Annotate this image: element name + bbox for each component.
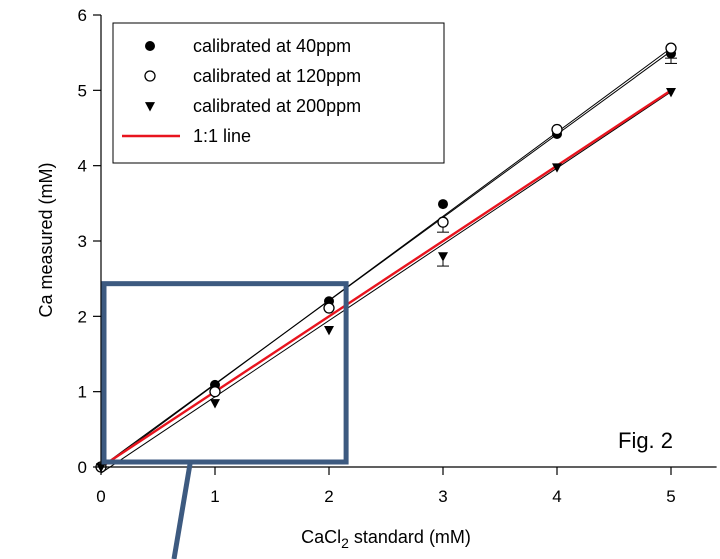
point-s1-1 [209, 386, 221, 398]
y-tick-label-2: 2 [78, 307, 87, 326]
axes: 0 1 2 3 4 5 6 0 1 2 3 4 5 [78, 6, 717, 506]
y-axis-title: Ca measured (mM) [36, 162, 56, 317]
legend-label-0: calibrated at 40ppm [193, 36, 351, 56]
data-markers [95, 42, 677, 473]
point-s2-2 [324, 326, 334, 336]
y-tick-label-1: 1 [78, 383, 87, 402]
regression-lines [100, 47, 672, 474]
legend-box [112, 22, 445, 164]
y-tick-label-5: 5 [78, 81, 87, 100]
x-axis-title-main: CaCl [301, 527, 341, 547]
x-tick-label-5: 5 [666, 487, 675, 506]
y-tick-label-6: 6 [78, 6, 87, 25]
x-axis-title: CaCl2 standard (mM) [301, 527, 471, 551]
x-axis-title-rest: standard (mM) [349, 527, 471, 547]
point-s1-5 [665, 42, 677, 54]
x-axis-title-sub: 2 [341, 535, 349, 551]
point-s2-4 [552, 163, 562, 173]
legend-label-2: calibrated at 200ppm [193, 96, 361, 116]
point-s1-4 [551, 123, 563, 136]
legend: calibrated at 40ppm calibrated at 120ppm c… [112, 22, 445, 164]
one-to-one-line-layer [100, 89, 672, 469]
legend-label-1: calibrated at 120ppm [193, 66, 361, 86]
x-tick-label-2: 2 [324, 487, 333, 506]
x-tick-label-0: 0 [96, 487, 105, 506]
point-s2-1 [210, 399, 220, 409]
point-s2-5 [666, 87, 676, 98]
point-s0-3 [438, 199, 448, 210]
point-s1-2 [323, 302, 335, 314]
y-tick-label-4: 4 [78, 157, 87, 176]
fit-line-0 [100, 50, 672, 468]
x-tick-label-4: 4 [552, 487, 561, 506]
zoom-pointer-line [171, 463, 193, 559]
legend-swatch-2 [145, 102, 155, 112]
fit-line-1 [100, 47, 672, 469]
y-tick-label-0: 0 [78, 458, 87, 477]
fit-line-2 [100, 91, 672, 474]
zoom-box-layer [101, 281, 349, 559]
point-s2-3 [438, 252, 448, 262]
zoom-box [101, 281, 349, 465]
x-tick-label-1: 1 [210, 487, 219, 506]
legend-label-3: 1:1 line [193, 126, 251, 146]
series-line-3 [100, 89, 672, 469]
x-tick-label-3: 3 [438, 487, 447, 506]
fig-label: Fig. 2 [618, 428, 673, 453]
y-tick-label-3: 3 [78, 232, 87, 251]
legend-swatch-0 [145, 41, 155, 51]
point-s1-3 [437, 216, 449, 228]
legend-swatch-1 [144, 70, 156, 82]
